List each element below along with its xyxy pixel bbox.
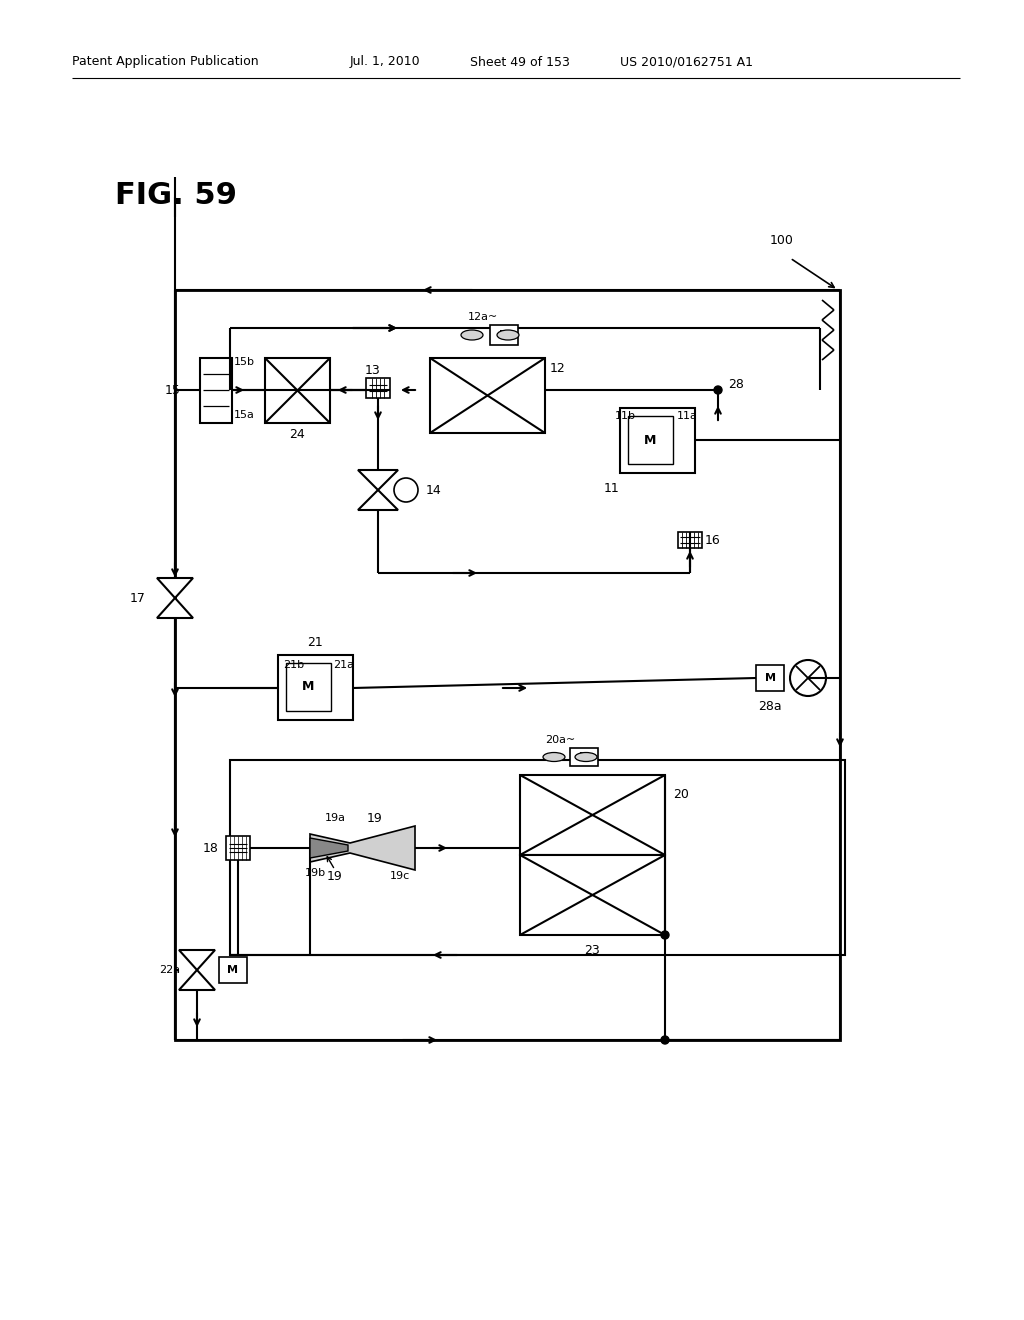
Text: Patent Application Publication: Patent Application Publication xyxy=(72,55,259,69)
Text: 17: 17 xyxy=(130,591,145,605)
Text: Sheet 49 of 153: Sheet 49 of 153 xyxy=(470,55,570,69)
Text: 21b: 21b xyxy=(283,660,304,671)
Polygon shape xyxy=(157,598,193,618)
Circle shape xyxy=(394,478,418,502)
Text: 12a~: 12a~ xyxy=(468,312,499,322)
Polygon shape xyxy=(179,970,215,990)
Text: 15b: 15b xyxy=(234,356,255,367)
Text: 13: 13 xyxy=(366,363,381,376)
Text: 21a: 21a xyxy=(333,660,354,671)
Text: 15: 15 xyxy=(165,384,181,396)
Text: Jul. 1, 2010: Jul. 1, 2010 xyxy=(350,55,421,69)
Text: 19: 19 xyxy=(368,812,383,825)
Text: 23: 23 xyxy=(584,944,600,957)
Bar xyxy=(490,325,518,345)
Polygon shape xyxy=(310,838,348,858)
Text: 11b: 11b xyxy=(615,411,636,421)
Polygon shape xyxy=(358,470,398,490)
Ellipse shape xyxy=(497,330,519,341)
Bar xyxy=(226,836,250,861)
Text: 22a: 22a xyxy=(159,965,180,975)
Text: 28: 28 xyxy=(728,379,743,392)
Bar xyxy=(265,358,330,422)
Text: 100: 100 xyxy=(770,234,794,247)
Bar xyxy=(430,358,545,433)
Text: 19c: 19c xyxy=(390,871,411,880)
Polygon shape xyxy=(179,950,215,970)
Text: M: M xyxy=(579,752,590,762)
Bar xyxy=(278,655,353,719)
Text: 20: 20 xyxy=(673,788,689,801)
Text: M: M xyxy=(302,681,314,693)
Text: M: M xyxy=(227,965,239,975)
Text: 19a: 19a xyxy=(325,813,345,822)
Bar xyxy=(366,378,390,399)
Bar xyxy=(570,748,598,766)
Text: 28a: 28a xyxy=(758,700,781,713)
Bar xyxy=(230,760,845,954)
Bar xyxy=(756,665,784,690)
Bar xyxy=(628,416,673,465)
Bar xyxy=(175,290,840,1040)
Text: 20a~: 20a~ xyxy=(545,735,575,744)
Text: M: M xyxy=(499,330,510,341)
Circle shape xyxy=(662,931,669,939)
Text: 16: 16 xyxy=(705,533,721,546)
Circle shape xyxy=(714,385,722,393)
Text: 19: 19 xyxy=(327,870,343,883)
Text: 24: 24 xyxy=(289,429,305,441)
Text: 21: 21 xyxy=(307,636,323,649)
Ellipse shape xyxy=(543,752,565,762)
Bar xyxy=(200,358,232,422)
Text: US 2010/0162751 A1: US 2010/0162751 A1 xyxy=(620,55,753,69)
Text: 12: 12 xyxy=(550,362,565,375)
Text: 15a: 15a xyxy=(234,411,255,420)
Polygon shape xyxy=(310,826,415,870)
Bar xyxy=(520,775,665,855)
Ellipse shape xyxy=(461,330,483,341)
Bar xyxy=(219,957,247,983)
Circle shape xyxy=(662,1036,669,1044)
Text: 19b: 19b xyxy=(305,869,326,878)
Polygon shape xyxy=(157,578,193,598)
Bar xyxy=(286,663,331,711)
Text: 14: 14 xyxy=(426,483,441,496)
Bar xyxy=(678,532,702,548)
Ellipse shape xyxy=(575,752,597,762)
Text: 18: 18 xyxy=(203,842,219,854)
Text: 11: 11 xyxy=(604,482,620,495)
Text: M: M xyxy=(765,673,775,682)
Bar xyxy=(620,408,695,473)
Polygon shape xyxy=(358,490,398,510)
Bar xyxy=(520,855,665,935)
Circle shape xyxy=(790,660,826,696)
Text: FIG. 59: FIG. 59 xyxy=(115,181,237,210)
Text: M: M xyxy=(644,433,656,446)
Text: 11a: 11a xyxy=(677,411,698,421)
